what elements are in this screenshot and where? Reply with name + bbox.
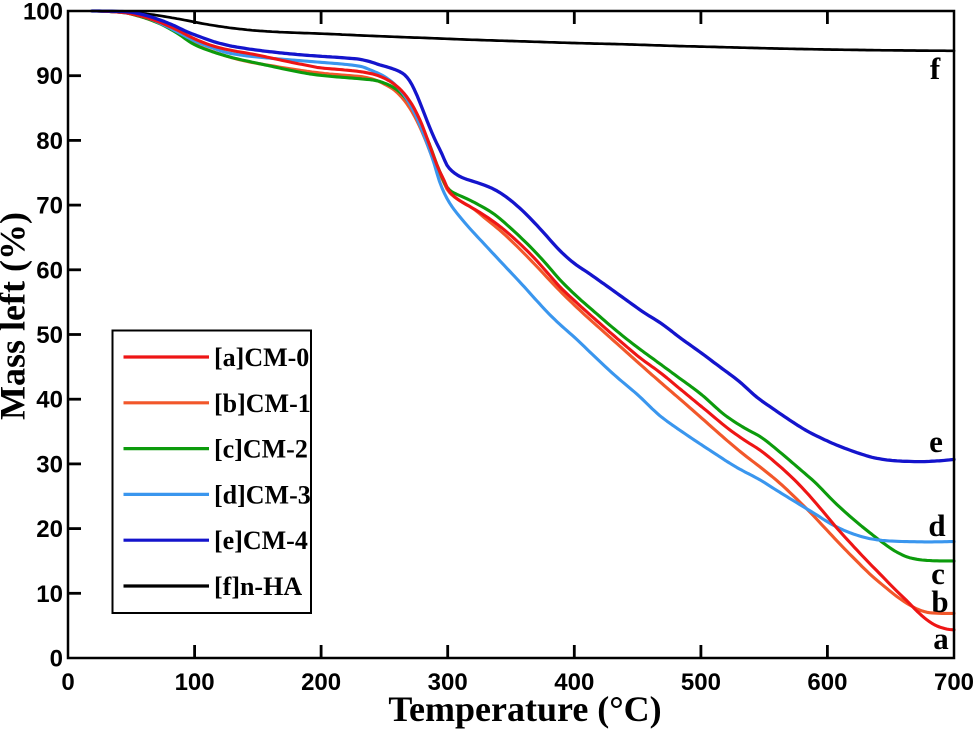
svg-text:70: 70 <box>36 193 63 220</box>
svg-text:600: 600 <box>807 669 847 696</box>
svg-text:20: 20 <box>36 516 63 543</box>
svg-text:90: 90 <box>36 63 63 90</box>
svg-text:40: 40 <box>36 387 63 414</box>
svg-text:80: 80 <box>36 128 63 155</box>
svg-text:700: 700 <box>934 669 974 696</box>
svg-text:Mass left (%): Mass left (%) <box>0 212 33 420</box>
svg-text:c: c <box>931 556 945 591</box>
svg-text:100: 100 <box>175 669 215 696</box>
svg-text:[f]n-HA: [f]n-HA <box>214 572 302 601</box>
svg-text:10: 10 <box>36 581 63 608</box>
svg-text:200: 200 <box>301 669 341 696</box>
svg-text:Temperature (°C): Temperature (°C) <box>388 689 661 729</box>
svg-text:[b]CM-1: [b]CM-1 <box>214 389 311 418</box>
svg-text:60: 60 <box>36 257 63 284</box>
svg-text:[e]CM-4: [e]CM-4 <box>214 526 308 555</box>
svg-text:d: d <box>928 508 945 543</box>
svg-text:a: a <box>933 621 949 656</box>
svg-text:b: b <box>931 584 948 619</box>
svg-text:50: 50 <box>36 322 63 349</box>
svg-text:500: 500 <box>681 669 721 696</box>
svg-text:30: 30 <box>36 451 63 478</box>
svg-text:e: e <box>929 424 943 459</box>
svg-text:300: 300 <box>428 669 468 696</box>
svg-text:f: f <box>930 51 941 86</box>
svg-text:[a]CM-0: [a]CM-0 <box>214 343 309 372</box>
svg-text:[d]CM-3: [d]CM-3 <box>214 480 311 509</box>
svg-text:400: 400 <box>554 669 594 696</box>
svg-text:0: 0 <box>61 669 74 696</box>
svg-text:100: 100 <box>23 0 63 26</box>
svg-text:0: 0 <box>50 646 63 673</box>
svg-text:[c]CM-2: [c]CM-2 <box>214 435 308 464</box>
